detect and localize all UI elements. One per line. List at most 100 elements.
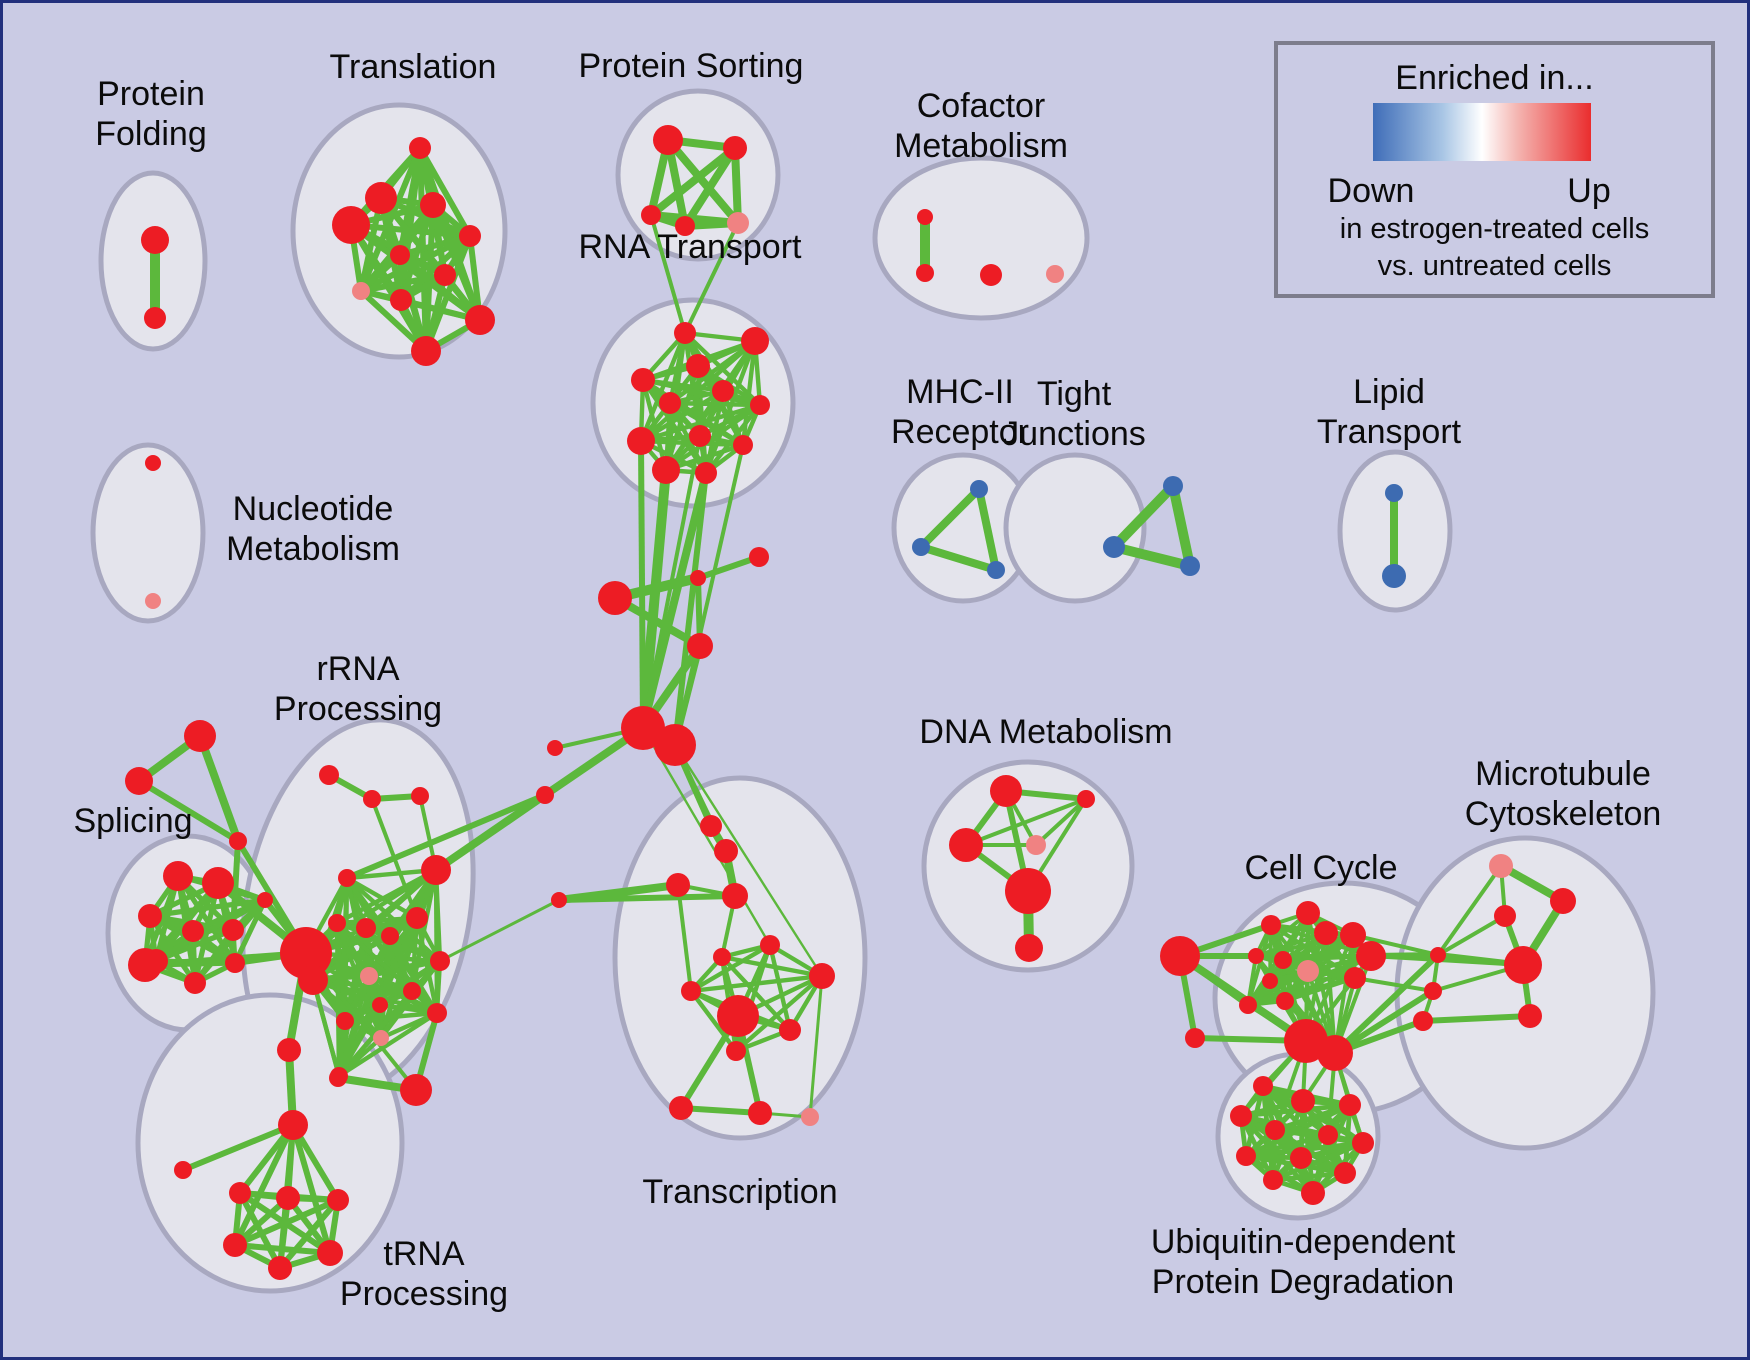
network-node-R8 [403, 982, 421, 1000]
network-edge [1168, 484, 1195, 568]
network-edge [1246, 931, 1328, 1007]
network-edge [1272, 1170, 1346, 1183]
network-node-S3 [138, 904, 162, 928]
cluster-label-cofactor-metabolism: Cofactor Metabolism [894, 87, 1068, 165]
network-node-CC6 [1239, 996, 1257, 1014]
network-node-S9 [184, 972, 206, 994]
cluster-ellipse-dna-metabolism [921, 759, 1135, 973]
network-edge [690, 973, 823, 994]
network-edge [704, 403, 762, 475]
network-node-H2 [654, 724, 696, 766]
network-edge [558, 893, 736, 903]
cluster-label-protein-folding: Protein Folding [95, 75, 207, 153]
network-node-D1 [990, 775, 1022, 807]
network-node-T1 [409, 137, 431, 159]
network-node-R16 [329, 1069, 347, 1087]
network-node-R1 [421, 855, 451, 885]
network-node-PS2 [723, 136, 747, 160]
network-node-TNh [278, 1110, 308, 1140]
network-edge [370, 798, 419, 919]
network-edge [669, 400, 761, 408]
network-node-CC14 [1424, 982, 1442, 1000]
network-edge [681, 145, 739, 229]
network-node-C4 [687, 633, 713, 659]
network-edge [1333, 988, 1435, 1056]
network-node-MT3 [1504, 946, 1542, 984]
network-node-RP2 [373, 1030, 389, 1046]
network-edge [181, 1122, 295, 1173]
network-edge [380, 1010, 438, 1041]
network-node-TC [229, 832, 247, 850]
network-node-D4 [1026, 835, 1046, 855]
network-node-MH2 [912, 538, 930, 556]
network-node-R3 [356, 918, 376, 938]
network-edge [720, 955, 792, 1032]
network-node-T2 [365, 182, 397, 214]
network-edge [668, 401, 745, 447]
network-edge [310, 979, 342, 1077]
cluster-label-transcription: Transcription [642, 1173, 837, 1211]
network-edge [697, 554, 760, 581]
network-node-T9 [390, 289, 412, 311]
network-node-TR8 [681, 981, 701, 1001]
network-edge [230, 840, 241, 931]
network-node-R15 [400, 1074, 432, 1106]
cluster-label-cell-cycle: Cell Cycle [1244, 849, 1397, 887]
network-node-R7 [430, 951, 450, 971]
network-edge [232, 898, 268, 965]
network-node-TA1 [184, 720, 216, 752]
network-node-TR11 [726, 1041, 746, 1061]
network-node-PS1 [653, 125, 683, 155]
network-node-TN3 [327, 1189, 349, 1211]
network-edge [237, 1191, 283, 1270]
network-node-U3 [1339, 1094, 1361, 1116]
network-node-R6 [328, 914, 346, 932]
network-node-D5 [1005, 868, 1051, 914]
network-edge [734, 974, 824, 1053]
legend-down-label: Down [1327, 172, 1415, 210]
network-node-U9 [1290, 1147, 1312, 1169]
network-edge [1422, 1013, 1531, 1024]
network-node-U7 [1352, 1132, 1374, 1154]
network-node-MT2 [1494, 905, 1516, 927]
network-node-RH2 [298, 965, 328, 995]
network-node-CC7 [1276, 992, 1294, 1010]
network-edge [234, 1242, 331, 1256]
network-node-TN5 [317, 1240, 343, 1266]
network-node-CC10 [1356, 941, 1386, 971]
network-edge [433, 791, 548, 874]
network-node-MH1 [970, 480, 988, 498]
network-edge [664, 137, 742, 226]
network-edge [918, 486, 982, 550]
network-node-TR6 [713, 948, 731, 966]
cluster-label-mhc-ii-receptor: MHC-II Receptor [891, 373, 1029, 451]
network-edge [336, 975, 372, 1077]
network-node-R2 [338, 869, 356, 887]
network-edge [680, 1105, 761, 1116]
network-edge [639, 472, 710, 729]
network-node-TR9 [717, 995, 759, 1037]
network-node-TJ3 [1180, 556, 1200, 576]
network-node-D3 [949, 828, 983, 862]
network-node-U6 [1318, 1125, 1338, 1145]
network-node-C7 [551, 892, 567, 908]
network-node-RT8 [627, 427, 655, 455]
network-node-R5 [381, 927, 399, 945]
network-node-CM1 [917, 209, 933, 225]
network-node-LT2 [1382, 564, 1406, 588]
network-node-TR2 [714, 839, 738, 863]
network-edge [808, 975, 824, 1118]
network-edge [975, 488, 1000, 571]
network-node-RT10 [733, 435, 753, 455]
network-edge [683, 222, 740, 334]
network-node-CC11 [1344, 967, 1366, 989]
network-node-CCL [1160, 936, 1200, 976]
network-node-RH [280, 927, 332, 979]
network-node-TJ1 [1163, 476, 1183, 496]
cluster-label-ubiquitin-degradation: Ubiquitin-dependent Protein Degradation [1151, 1223, 1456, 1301]
network-edge [350, 222, 471, 239]
network-edge [1332, 952, 1441, 1056]
network-edge [144, 950, 307, 968]
network-edge [137, 778, 240, 844]
network-node-R11 [336, 1012, 354, 1030]
